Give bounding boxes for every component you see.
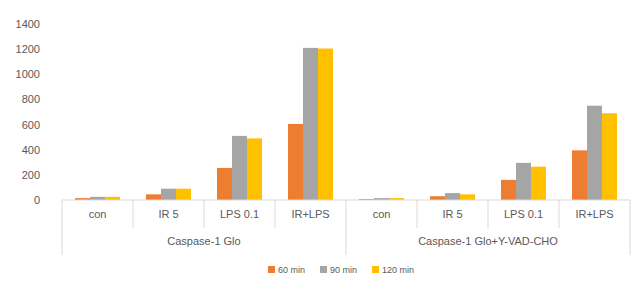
category-tick bbox=[275, 200, 276, 228]
bar bbox=[445, 193, 460, 200]
bar bbox=[430, 196, 445, 200]
bars bbox=[75, 48, 617, 200]
category-tick bbox=[133, 200, 134, 228]
bar bbox=[531, 167, 546, 200]
x-tick-label: LPS 0.1 bbox=[504, 208, 543, 220]
group-separator bbox=[630, 200, 631, 255]
bar bbox=[501, 180, 516, 200]
bar bbox=[217, 168, 232, 200]
bar bbox=[288, 124, 303, 200]
bar bbox=[602, 113, 617, 200]
bar bbox=[516, 163, 531, 200]
bar bbox=[460, 194, 475, 200]
group-separator bbox=[62, 200, 63, 255]
x-tick-label: con bbox=[89, 208, 107, 220]
bar bbox=[572, 150, 587, 200]
legend-label: 60 min bbox=[278, 265, 305, 275]
x-tick-label: IR 5 bbox=[442, 208, 462, 220]
y-tick-label: 600 bbox=[22, 119, 40, 131]
legend-swatch bbox=[268, 266, 275, 273]
x-tick-label: IR+LPS bbox=[291, 208, 329, 220]
x-tick-label: IR 5 bbox=[158, 208, 178, 220]
y-tick-label: 0 bbox=[34, 194, 40, 206]
legend-swatch bbox=[320, 266, 327, 273]
category-tick bbox=[204, 200, 205, 228]
category-tick bbox=[417, 200, 418, 228]
bar bbox=[318, 49, 333, 200]
y-tick-label: 1400 bbox=[16, 18, 40, 30]
legend-label: 90 min bbox=[330, 265, 357, 275]
legend-label: 120 min bbox=[382, 265, 414, 275]
bar bbox=[587, 106, 602, 200]
group-label: Caspase-1 Glo bbox=[167, 235, 240, 247]
group-separator bbox=[346, 200, 347, 255]
bar bbox=[303, 48, 318, 200]
legend: 60 min 90 min 120 min bbox=[268, 265, 414, 275]
y-tick-label: 1200 bbox=[16, 43, 40, 55]
x-tick-label: LPS 0.1 bbox=[220, 208, 259, 220]
y-tick-label: 1000 bbox=[16, 68, 40, 80]
x-tick-label: IR+LPS bbox=[575, 208, 613, 220]
chart-svg: 0 200 400 600 800 1000 1200 1400 con IR 5 LPS 0.1 I… bbox=[0, 0, 639, 289]
y-tick-label: 800 bbox=[22, 93, 40, 105]
bar bbox=[146, 194, 161, 200]
y-tick-label: 400 bbox=[22, 144, 40, 156]
category-tick bbox=[559, 200, 560, 228]
chart-root: 0 200 400 600 800 1000 1200 1400 con IR 5 LPS 0.1 I… bbox=[0, 0, 639, 289]
group-label: Caspase-1 Glo+Y-VAD-CHO bbox=[418, 235, 558, 247]
y-tick-label: 200 bbox=[22, 169, 40, 181]
bar bbox=[176, 189, 191, 200]
bar bbox=[232, 136, 247, 200]
x-tick-label: con bbox=[373, 208, 391, 220]
category-tick bbox=[488, 200, 489, 228]
legend-swatch bbox=[372, 266, 379, 273]
bar bbox=[161, 189, 176, 200]
bar bbox=[247, 138, 262, 200]
